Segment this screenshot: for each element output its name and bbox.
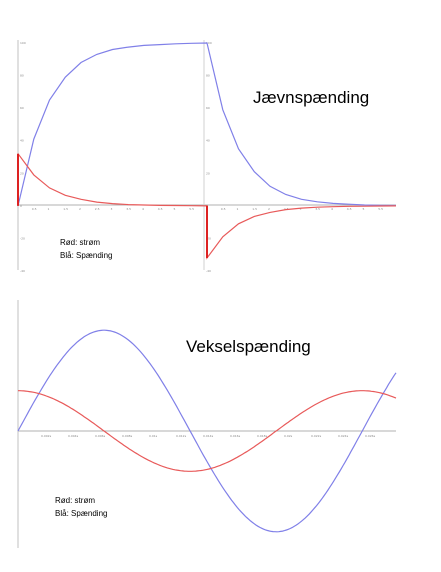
dc-ytick-label-right: 100 <box>206 41 212 45</box>
dc-xtick-label: 5.5 <box>189 207 194 211</box>
dc-voltage-line <box>17 42 397 207</box>
ac-xtick-label: 0.02s <box>284 434 293 438</box>
dc-xtick-label: 3.5 <box>315 207 320 211</box>
dc-xtick-label: 4.5 <box>347 207 352 211</box>
dc-chart: -40-40-20-20002020404060608080100100 0.5… <box>17 40 397 273</box>
dc-xtick-label: 5 <box>363 207 365 211</box>
ac-xtick-label: 0.014s <box>203 434 214 438</box>
dc-xtick-label: 2.5 <box>95 207 100 211</box>
ac-xtick-label: 0.006s <box>95 434 106 438</box>
dc-xtick-label: 1.5 <box>63 207 68 211</box>
dc-ytick-label: 60 <box>20 106 24 110</box>
dc-xtick-label: 1 <box>237 207 239 211</box>
ac-legend-blue: Blå: Spænding <box>55 509 107 518</box>
dc-ytick-label: 20 <box>20 171 24 175</box>
dc-xtick-label: 2 <box>79 207 81 211</box>
ac-xtick-label: 0.002s <box>41 434 52 438</box>
dc-xtick-label: 5.5 <box>378 207 383 211</box>
dc-ytick-label-right: 40 <box>206 139 210 143</box>
dc-xtick-label: 4.5 <box>158 207 163 211</box>
dc-title: Jævnspænding <box>253 88 369 107</box>
ac-xtick-label: 0.008s <box>122 434 133 438</box>
dc-xtick-label: 1 <box>48 207 50 211</box>
ac-xtick-label: 0.026s <box>365 434 376 438</box>
ac-xtick-label: 0.022s <box>311 434 322 438</box>
dc-xtick-label: 4 <box>331 207 333 211</box>
ac-voltage-line <box>17 329 397 533</box>
ac-legend-red: Rød: strøm <box>55 496 95 505</box>
dc-xtick-label: 2 <box>268 207 270 211</box>
dc-xtick-label: 5 <box>174 207 176 211</box>
dc-ytick-label: 40 <box>20 139 24 143</box>
dc-ytick-label: -20 <box>20 236 25 240</box>
dc-ytick-label: 80 <box>20 74 24 78</box>
ac-chart: 0.002s 0.004s 0.006s 0.008s 0.01s 0.012s 0.014… <box>17 300 397 548</box>
ac-title: Vekselspænding <box>186 337 311 356</box>
dc-ytick-label: 0 <box>20 204 22 208</box>
dc-xtick-label: 0.5 <box>221 207 226 211</box>
dc-xtick-label: 3.5 <box>126 207 131 211</box>
dc-xtick-label: 3 <box>111 207 113 211</box>
ac-xtick-label: 0.012s <box>176 434 187 438</box>
dc-xtick-label: 0.5 <box>32 207 37 211</box>
dc-ytick-label-right: -40 <box>206 269 211 273</box>
dc-ytick-label-right: 60 <box>206 106 210 110</box>
ac-xtick-label: 0.004s <box>68 434 79 438</box>
ac-xtick-label: 0.024s <box>338 434 349 438</box>
dc-legend-blue: Blå: Spænding <box>60 251 112 260</box>
dc-legend-red: Rød: strøm <box>60 238 100 247</box>
dc-xtick-label: 1.5 <box>252 207 257 211</box>
ac-xtick-label: 0.01s <box>149 434 158 438</box>
dc-ytick-label-right: 80 <box>206 74 210 78</box>
dc-xtick-label: 4 <box>142 207 144 211</box>
dc-ytick-label: -40 <box>20 269 25 273</box>
ac-xtick-label: 0.018s <box>257 434 268 438</box>
dc-ytick-label-right: -20 <box>206 236 211 240</box>
dc-ytick-label: 100 <box>20 41 26 45</box>
ac-xtick-label: 0.016s <box>230 434 241 438</box>
ac-current-line <box>18 390 397 472</box>
dc-ytick-label-right: 20 <box>206 171 210 175</box>
dc-xtick-label: 3 <box>300 207 302 211</box>
